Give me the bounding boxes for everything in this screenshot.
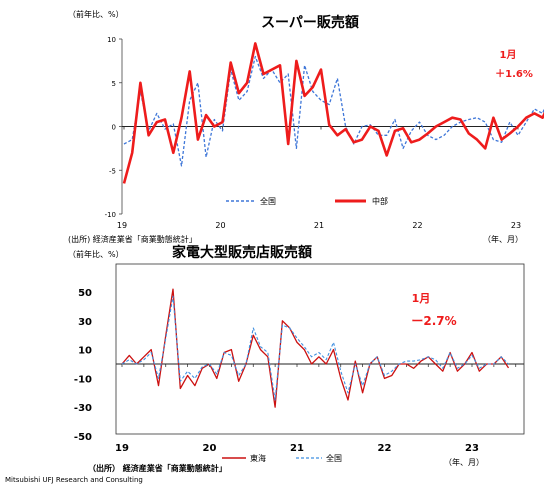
- chart2-legend: 東海 全国: [222, 453, 342, 463]
- chart1-y-axis: 10 5 0 -5 -10: [105, 36, 123, 219]
- chart1-y-tick-label: 10: [107, 36, 116, 44]
- chart1-x-tick-label: 20: [215, 221, 225, 230]
- chart2-x-tick-label: 19: [115, 443, 129, 454]
- chart2-y-tick-label: 30: [78, 317, 92, 328]
- chart2-legend-label-tokai: 東海: [250, 453, 266, 463]
- chart2-annotation-value: ー2.7%: [411, 314, 456, 328]
- chart1-series-national-line: [123, 55, 544, 167]
- chart1-unit-label: （前年比、%）: [68, 9, 124, 19]
- chart1-annotation-month: 1月: [500, 49, 517, 61]
- chart1-title: スーパー販売額: [261, 14, 359, 31]
- chart1-x-tick-label: 23: [511, 221, 521, 230]
- chart1-annotation-value: ＋1.6%: [495, 68, 533, 80]
- chart1-series: [122, 42, 544, 184]
- chart2-x-tick-label: 21: [290, 443, 304, 454]
- chart2-title: 家電大型販売店販売額: [172, 244, 312, 261]
- chart1-y-tick-label: 0: [112, 124, 116, 132]
- chart1-y-tick-label: -5: [109, 167, 116, 175]
- chart2-x-axis: 19 20 21 22 23: [115, 363, 524, 454]
- chart1-x-unit-label: （年、月）: [483, 234, 523, 244]
- chart1-x-tick-label: 19: [117, 221, 127, 230]
- chart2-y-tick-label: -30: [74, 403, 92, 414]
- chart2-series-tokai-line: [121, 288, 510, 408]
- chart2-y-tick-label: -50: [74, 432, 92, 443]
- chart1-legend: 全国 中部: [226, 196, 388, 206]
- footer-company: Mitsubishi UFJ Research and Consulting: [5, 476, 143, 484]
- chart2-x-tick-label: 22: [378, 443, 392, 454]
- chart2-y-tick-label: -10: [74, 374, 92, 385]
- chart2-unit-label: （前年比、%）: [68, 249, 124, 259]
- chart1-x-tick-label: 22: [412, 221, 422, 230]
- chart1-y-tick-label: -10: [105, 211, 116, 219]
- chart2: （前年比、%） 家電大型販売店販売額 50 30 10 -10 -30 -50 19 20 2…: [68, 244, 525, 473]
- chart2-y-tick-label: 50: [78, 288, 92, 299]
- chart2-legend-label-national: 全国: [326, 453, 342, 463]
- chart1-x-tick-label: 21: [314, 221, 324, 230]
- chart2-series: [121, 288, 510, 408]
- chart2-y-axis: 50 30 10 -10 -30 -50: [74, 288, 92, 443]
- chart2-source: （出所） 経済産業省「商業動態統計」: [88, 463, 227, 473]
- chart1-legend-label-national: 全国: [260, 196, 276, 206]
- chart2-x-unit-label: （年、月）: [444, 457, 484, 467]
- chart2-plot-frame: [115, 263, 525, 435]
- chart1-y-tick-label: 5: [112, 80, 116, 88]
- chart2-annotation-month: 1月: [412, 292, 431, 305]
- chart2-x-tick-label: 20: [203, 443, 217, 454]
- chart1-x-axis: 19 20 21 22 23: [117, 126, 521, 230]
- chart1-series-chubu-line: [122, 42, 544, 184]
- chart1-legend-label-chubu: 中部: [372, 196, 388, 206]
- chart2-series-national-line: [121, 295, 509, 401]
- chart2-y-tick-label: 10: [78, 346, 92, 357]
- chart2-x-tick-label: 23: [465, 443, 479, 454]
- chart1-source: (出所) 経済産業省「商業動態統計」: [68, 234, 197, 244]
